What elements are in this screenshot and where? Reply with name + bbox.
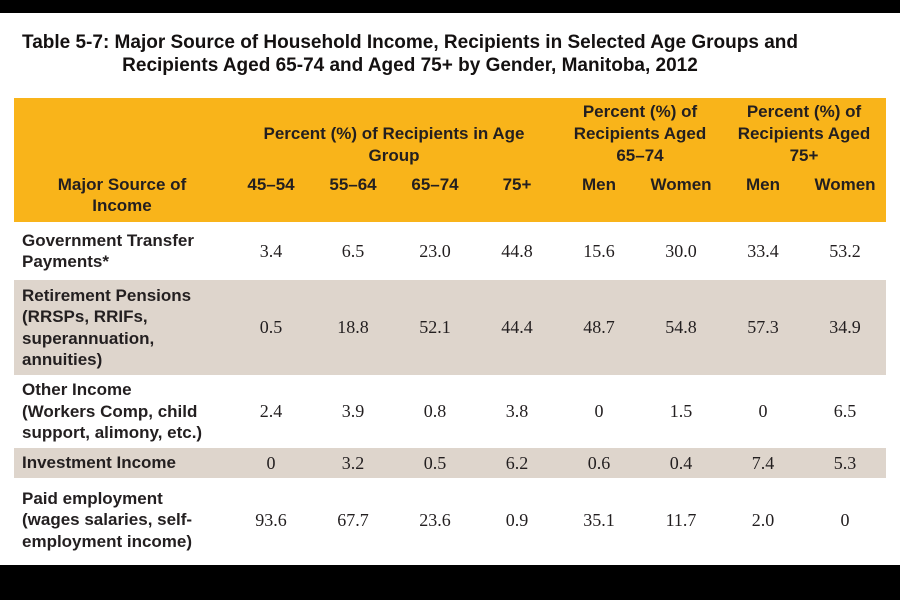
income-sources-table: Percent (%) of Recipients in Age Group P… bbox=[14, 98, 886, 562]
top-letterbox-bar bbox=[0, 0, 900, 13]
bottom-letterbox-bar bbox=[0, 565, 900, 600]
cell-value: 0.5 bbox=[423, 452, 447, 473]
cell-value: 0.8 bbox=[423, 401, 447, 421]
cell-value: 0 bbox=[266, 452, 276, 473]
cell-value: 52.1 bbox=[419, 317, 451, 337]
cell-value: 33.4 bbox=[747, 240, 779, 261]
cell-value: 5.3 bbox=[833, 452, 857, 473]
cell-value: 0.4 bbox=[669, 452, 693, 473]
cell-value: 0.5 bbox=[259, 317, 283, 337]
cell-value: 6.5 bbox=[341, 240, 365, 261]
cell-value: 18.8 bbox=[337, 317, 369, 337]
cell-value: 2.0 bbox=[751, 509, 775, 530]
table-row-government-transfer: Government Transfer Payments* 3.4 6.5 23… bbox=[14, 222, 886, 280]
table-row-other-income: Other Income (Workers Comp, child suppor… bbox=[14, 375, 886, 448]
cell-value: 1.5 bbox=[669, 401, 693, 421]
cell-value: 23.6 bbox=[419, 509, 451, 530]
cell-value: 0.9 bbox=[505, 509, 529, 530]
column-header-men-75plus: Men bbox=[746, 175, 780, 194]
row-label: Investment Income bbox=[22, 453, 176, 473]
column-header-women-75plus: Women bbox=[814, 175, 876, 194]
cell-value: 3.8 bbox=[505, 401, 529, 421]
cell-value: 34.9 bbox=[829, 317, 861, 337]
cell-value: 6.5 bbox=[833, 401, 857, 421]
table-group-header-row: Percent (%) of Recipients in Age Group P… bbox=[14, 98, 886, 168]
cell-value: 3.2 bbox=[341, 452, 365, 473]
group-header-aged-75plus: Percent (%) of Recipients Aged 75+ bbox=[737, 102, 871, 165]
cell-value: 44.8 bbox=[501, 240, 533, 261]
cell-value: 54.8 bbox=[665, 317, 697, 337]
cell-value: 0.6 bbox=[587, 452, 611, 473]
cell-value: 48.7 bbox=[583, 317, 615, 337]
column-header-women-65-74: Women bbox=[650, 175, 712, 194]
table-row-investment-income: Investment Income 0 3.2 0.5 6.2 0.6 0.4 … bbox=[14, 448, 886, 478]
column-header-55-64: 55–64 bbox=[329, 175, 377, 194]
cell-value: 3.4 bbox=[259, 240, 283, 261]
cell-value: 2.4 bbox=[259, 401, 283, 421]
row-label: Paid employment (wages salaries, self- e… bbox=[22, 488, 193, 551]
cell-value: 15.6 bbox=[583, 240, 615, 261]
page-background: Table 5-7: Major Source of Household Inc… bbox=[0, 13, 900, 565]
column-header-45-54: 45–54 bbox=[247, 175, 295, 194]
row-label: Retirement Pensions (RRSPs, RRIFs, super… bbox=[22, 285, 192, 370]
cell-value: 35.1 bbox=[583, 509, 615, 530]
cell-value: 93.6 bbox=[255, 509, 287, 530]
table-row-paid-employment: Paid employment (wages salaries, self- e… bbox=[14, 478, 886, 562]
column-header-65-74: 65–74 bbox=[411, 175, 459, 194]
cell-value: 67.7 bbox=[337, 509, 369, 530]
cell-value: 53.2 bbox=[829, 240, 861, 261]
cell-value: 44.4 bbox=[501, 317, 533, 337]
column-header-75plus: 75+ bbox=[502, 175, 532, 194]
cell-value: 7.4 bbox=[751, 452, 775, 473]
table-title-line1: Table 5-7: Major Source of Household Inc… bbox=[22, 32, 798, 53]
cell-value: 57.3 bbox=[747, 317, 779, 337]
row-label: Other Income (Workers Comp, child suppor… bbox=[22, 380, 203, 443]
column-header-men-65-74: Men bbox=[582, 175, 616, 194]
table-row-retirement-pensions: Retirement Pensions (RRSPs, RRIFs, super… bbox=[14, 280, 886, 375]
group-header-age-groups: Percent (%) of Recipients in Age Group bbox=[263, 124, 525, 165]
group-header-aged-65-74: Percent (%) of Recipients Aged 65–74 bbox=[573, 102, 707, 165]
cell-value: 23.0 bbox=[419, 240, 451, 261]
cell-value: 0 bbox=[758, 401, 768, 421]
cell-value: 30.0 bbox=[665, 240, 697, 261]
row-label: Government Transfer Payments* bbox=[22, 230, 194, 272]
column-header-major-source: Major Source of Income bbox=[57, 175, 187, 215]
cell-value: 11.7 bbox=[665, 509, 697, 530]
table-title: Table 5-7: Major Source of Household Inc… bbox=[0, 31, 820, 77]
cell-value: 0 bbox=[840, 509, 850, 530]
table-column-header-row: Major Source of Income 45–54 55–64 65–74… bbox=[14, 168, 886, 222]
cell-value: 0 bbox=[594, 401, 604, 421]
cell-value: 3.9 bbox=[341, 401, 365, 421]
group-header-spacer bbox=[14, 98, 230, 168]
table-title-line2: Recipients Aged 65-74 and Aged 75+ by Ge… bbox=[122, 55, 698, 76]
cell-value: 6.2 bbox=[505, 452, 529, 473]
